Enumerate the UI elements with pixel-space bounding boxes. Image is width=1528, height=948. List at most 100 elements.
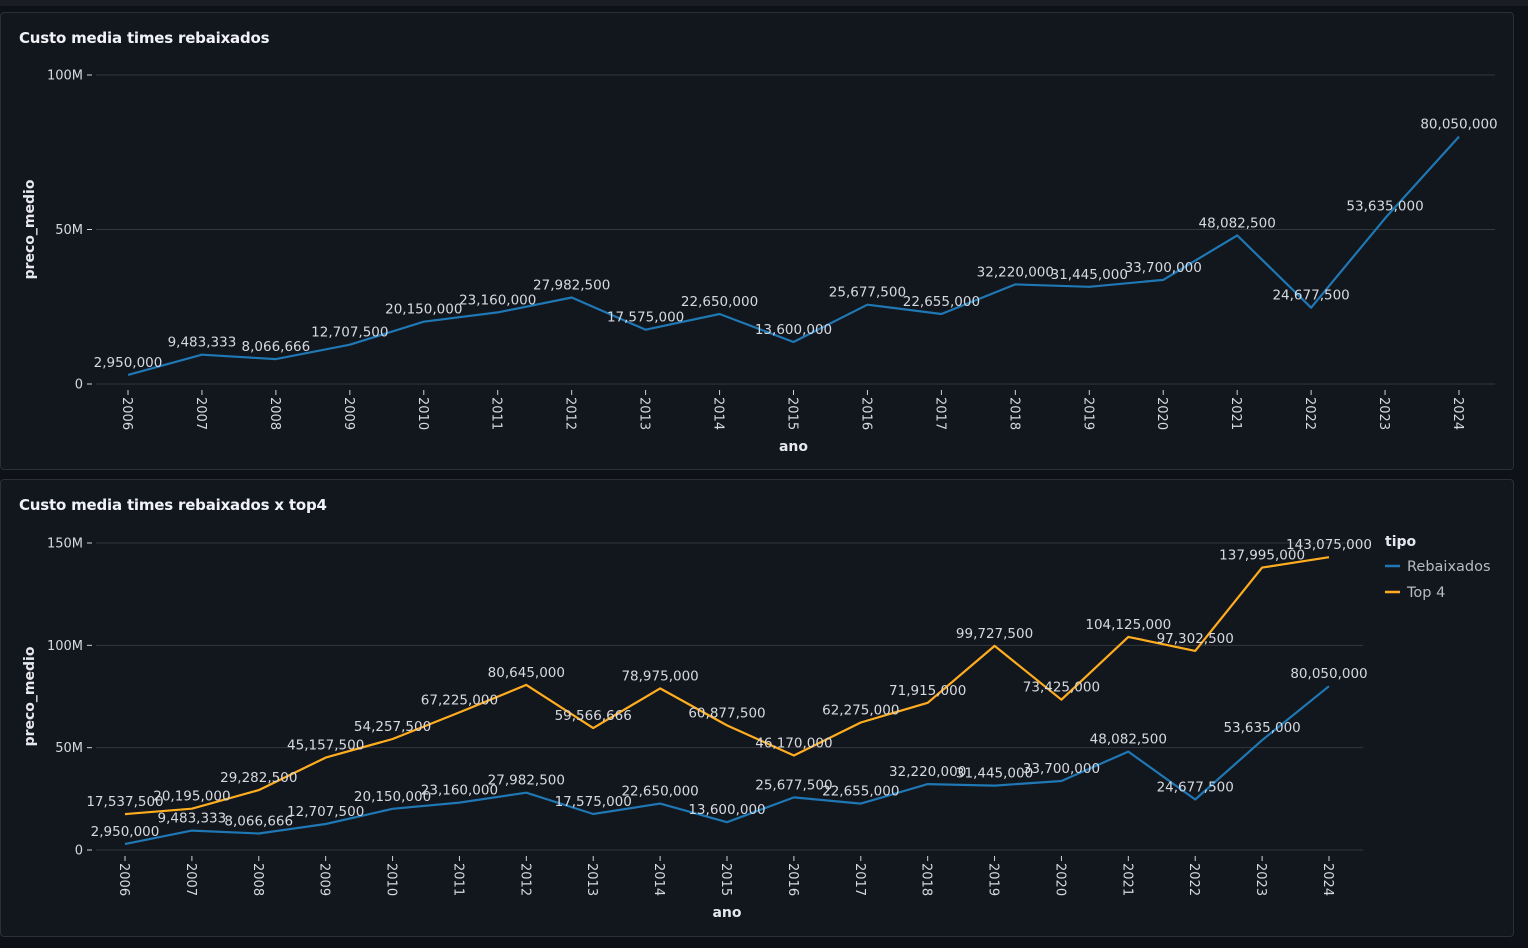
x-tick-label: 2022 bbox=[1186, 863, 1201, 896]
data-label: 59,566,666 bbox=[555, 708, 632, 724]
line-chart-rebaixados[interactable]: 0 50M 100M preco_medio 2006 2007 2008 2009 2010 2… bbox=[1, 13, 1515, 471]
chart-title: Custo media times rebaixados x top4 bbox=[19, 496, 327, 514]
x-tick-label: 2006 bbox=[119, 397, 134, 430]
data-label: 45,157,500 bbox=[287, 738, 364, 754]
data-label: 12,707,500 bbox=[311, 325, 388, 341]
data-label: 137,995,000 bbox=[1219, 548, 1305, 564]
data-label: 9,483,333 bbox=[158, 811, 227, 827]
data-label: 8,066,666 bbox=[242, 339, 311, 355]
x-axis-label: ano bbox=[779, 439, 808, 455]
data-label: 27,982,500 bbox=[533, 278, 610, 294]
chart-panel-rebaixados: Custo media times rebaixados 0 50M 100M pre… bbox=[0, 12, 1514, 470]
x-tick-label: 2010 bbox=[415, 397, 430, 430]
x-tick-label: 2018 bbox=[919, 863, 934, 896]
data-label: 31,445,000 bbox=[1051, 267, 1128, 283]
x-tick-label: 2022 bbox=[1302, 397, 1317, 430]
x-tick-label: 2023 bbox=[1376, 397, 1391, 430]
data-label: 29,282,500 bbox=[220, 770, 297, 786]
data-label: 23,160,000 bbox=[421, 783, 498, 799]
top-strip bbox=[0, 0, 1528, 6]
data-label: 22,655,000 bbox=[903, 294, 980, 310]
data-label: 46,170,000 bbox=[755, 736, 832, 752]
x-tick-label: 2013 bbox=[637, 397, 652, 430]
x-tick-label: 2017 bbox=[852, 863, 867, 896]
data-label: 104,125,000 bbox=[1085, 617, 1171, 633]
chart-panel-rebaixados-top4: Custo media times rebaixados x top4 0 50M… bbox=[0, 479, 1514, 937]
data-label: 60,877,500 bbox=[688, 705, 765, 721]
x-tick-label: 2011 bbox=[489, 397, 504, 430]
x-tick-label: 2009 bbox=[341, 397, 356, 430]
series-line-rebaixados[interactable] bbox=[124, 685, 1330, 846]
data-label: 54,257,500 bbox=[354, 719, 431, 735]
x-axis-label: ano bbox=[712, 905, 741, 921]
legend-item-top-4[interactable]: Top 4 bbox=[1406, 585, 1445, 601]
x-tick-label: 2015 bbox=[785, 397, 800, 430]
x-tick-label: 2008 bbox=[250, 863, 265, 896]
data-label: 67,225,000 bbox=[421, 692, 498, 708]
y-axis-label: preco_medio bbox=[22, 179, 38, 279]
data-label: 9,483,333 bbox=[168, 335, 237, 351]
x-tick-label: 2008 bbox=[267, 397, 282, 430]
x-tick-label: 2007 bbox=[193, 397, 208, 430]
data-label: 25,677,500 bbox=[829, 285, 906, 301]
data-label: 13,600,000 bbox=[688, 802, 765, 818]
x-tick-label: 2012 bbox=[517, 863, 532, 896]
data-label: 80,050,000 bbox=[1290, 666, 1367, 682]
x-tick-label: 2024 bbox=[1450, 397, 1465, 430]
data-label: 22,655,000 bbox=[822, 784, 899, 800]
data-label: 99,727,500 bbox=[956, 626, 1033, 642]
data-label: 2,950,000 bbox=[91, 824, 160, 840]
data-label: 22,650,000 bbox=[681, 294, 758, 310]
x-tick-label: 2009 bbox=[317, 863, 332, 896]
y-tick-label: 50M bbox=[55, 741, 83, 756]
data-label: 53,635,000 bbox=[1346, 198, 1423, 214]
data-label: 32,220,000 bbox=[977, 264, 1054, 280]
x-tick-label: 2012 bbox=[563, 397, 578, 430]
y-axis-label: preco_medio bbox=[22, 646, 38, 746]
x-tick-label: 2016 bbox=[785, 863, 800, 896]
data-label: 53,635,000 bbox=[1223, 720, 1300, 736]
data-label: 32,220,000 bbox=[889, 764, 966, 780]
x-tick-label: 2021 bbox=[1119, 863, 1134, 896]
data-label: 2,950,000 bbox=[94, 355, 163, 371]
data-label: 31,445,000 bbox=[956, 766, 1033, 782]
x-tick-label: 2021 bbox=[1228, 397, 1243, 430]
x-tick-label: 2019 bbox=[1080, 397, 1095, 430]
data-label: 20,150,000 bbox=[354, 789, 431, 805]
x-tick-label: 2013 bbox=[584, 863, 599, 896]
x-tick-label: 2018 bbox=[1006, 397, 1021, 430]
x-tick-label: 2010 bbox=[384, 863, 399, 896]
x-tick-label: 2014 bbox=[651, 863, 666, 896]
y-tick-label: 150M bbox=[47, 537, 83, 552]
x-tick-label: 2014 bbox=[711, 397, 726, 430]
data-label: 13,600,000 bbox=[755, 322, 832, 338]
y-tick-label: 50M bbox=[55, 223, 83, 238]
x-tick-label: 2024 bbox=[1320, 863, 1335, 896]
line-chart-rebaixados-top4[interactable]: 0 50M 100M 150M preco_medio 2006 2007 2008 2009 2… bbox=[1, 480, 1515, 938]
data-label: 8,066,666 bbox=[224, 813, 293, 829]
data-label: 17,537,500 bbox=[86, 794, 163, 810]
data-label: 62,275,000 bbox=[822, 703, 899, 719]
x-tick-label: 2017 bbox=[932, 397, 947, 430]
x-tick-label: 2006 bbox=[116, 863, 131, 896]
x-tick-label: 2015 bbox=[718, 863, 733, 896]
y-tick-label: 0 bbox=[75, 844, 83, 859]
x-tick-label: 2011 bbox=[450, 863, 465, 896]
y-tick-label: 0 bbox=[75, 378, 83, 393]
data-label: 25,677,500 bbox=[755, 777, 832, 793]
data-label: 48,082,500 bbox=[1199, 215, 1276, 231]
series-line-top-4[interactable] bbox=[124, 556, 1330, 816]
series-line-main[interactable] bbox=[127, 135, 1460, 376]
legend-item-rebaixados[interactable]: Rebaixados bbox=[1407, 559, 1491, 575]
data-label: 24,677,500 bbox=[1157, 779, 1234, 795]
data-label: 17,575,000 bbox=[607, 310, 684, 326]
data-label: 22,650,000 bbox=[621, 784, 698, 800]
data-label: 71,915,000 bbox=[889, 683, 966, 699]
x-tick-label: 2007 bbox=[183, 863, 198, 896]
x-tick-label: 2020 bbox=[1052, 863, 1067, 896]
data-label: 143,075,000 bbox=[1286, 537, 1372, 553]
chart-title: Custo media times rebaixados bbox=[19, 29, 270, 47]
x-tick-label: 2019 bbox=[986, 863, 1001, 896]
data-label: 33,700,000 bbox=[1023, 761, 1100, 777]
data-label: 97,302,500 bbox=[1157, 631, 1234, 647]
